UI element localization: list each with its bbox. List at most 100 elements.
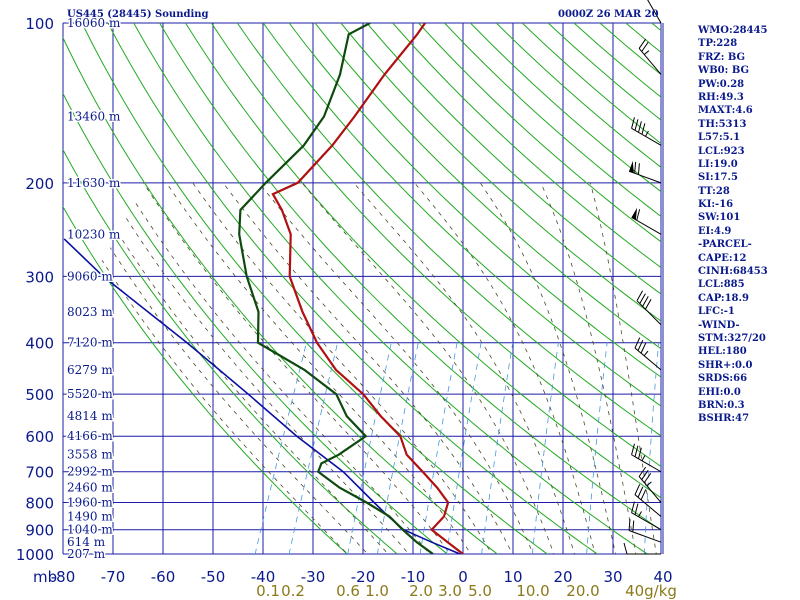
wind-barb-flag — [628, 519, 631, 531]
height-label: 10230 m — [67, 227, 121, 241]
wind-barb-flag — [634, 484, 641, 495]
valid-time: 0000Z 26 MAR 20 — [558, 9, 659, 20]
dry-adiabat — [133, 23, 649, 554]
index-item: RH:49.3 — [698, 91, 744, 103]
index-item: SW:101 — [698, 212, 741, 224]
mixing-ratio-axis: 0.1 0.2 0.6 1.0 2.0 3.0 5.0 10.0 20.0 40g/kg — [256, 582, 677, 600]
index-item: L57:5.1 — [698, 132, 741, 144]
index-item: CAP:18.9 — [698, 292, 749, 304]
wind-barb-flag — [636, 290, 644, 301]
wind-barb-flag — [623, 542, 628, 555]
mixing-ratio-line — [481, 342, 514, 554]
wind-barb-flag — [634, 503, 639, 515]
index-item: SRDS:66 — [698, 373, 748, 385]
index-item: LFC:-1 — [698, 306, 735, 318]
pressure-tick-label: 700 — [25, 464, 54, 482]
height-label: 4166 m — [67, 429, 113, 443]
index-item: EI:4.9 — [698, 225, 732, 237]
wind-barb-flag — [641, 123, 646, 135]
wind-barb-half-flag — [644, 130, 649, 137]
index-item: LI:19.0 — [698, 158, 738, 170]
index-item: TT:28 — [698, 185, 730, 197]
dry-adiabat — [107, 23, 599, 554]
height-label: 5520 m — [67, 387, 113, 401]
wind-barb-flag — [637, 340, 644, 351]
temperature-tick-label: -30 — [301, 568, 326, 586]
moist-adiabat — [133, 199, 430, 554]
wind-barb-half-flag — [641, 455, 646, 461]
mixing-ratio-line — [643, 342, 660, 554]
mixing-ratio-line — [419, 342, 458, 554]
index-item: -WIND- — [698, 319, 740, 331]
mixing-ratio-label: 3.0 — [438, 582, 462, 600]
temperature-tick-label: 30 — [603, 568, 622, 586]
mixing-ratio-label: 1.0 — [365, 582, 389, 600]
wind-barb-shaft — [631, 216, 662, 235]
height-label: 2992 m — [67, 465, 113, 479]
index-item: CAPE:12 — [698, 252, 747, 264]
index-item: STM:327/20 — [698, 332, 766, 344]
pressure-tick-label: 800 — [25, 495, 54, 513]
dry-adiabat — [262, 23, 661, 407]
mixing-ratio-label: 40g/kg — [625, 582, 677, 600]
wind-barb-half-flag — [643, 50, 650, 55]
wind-barb-flag — [637, 486, 644, 498]
wind-barb-flag — [637, 447, 642, 459]
mixing-ratio-label: 0.2 — [281, 582, 305, 600]
mixing-ratio-line — [586, 342, 608, 554]
index-item: EHI:0.0 — [698, 386, 741, 398]
index-item: HEL:180 — [698, 346, 747, 358]
mixing-ratio-line — [347, 342, 392, 554]
index-item: WMO:28445 — [698, 25, 768, 36]
mixing-ratio-line — [254, 342, 307, 554]
height-label: 13460 m — [67, 110, 121, 124]
mixing-ratio-line — [288, 342, 338, 554]
wind-barb-half-flag — [646, 481, 652, 487]
moist-adiabat — [192, 182, 493, 554]
dry-adiabat — [366, 23, 661, 295]
height-label: 16060 m — [67, 16, 121, 30]
pressure-tick-label: 300 — [25, 268, 54, 286]
moist-adiabat — [143, 182, 451, 554]
index-item: BRN:0.3 — [698, 399, 745, 411]
dry-adiabat — [63, 205, 349, 554]
mixing-ratio-line — [531, 342, 559, 554]
wind-barb-half-flag — [638, 511, 642, 517]
axis-unit-label: mb — [33, 568, 57, 586]
moist-adiabats — [101, 182, 657, 554]
wind-barb-shaft — [634, 494, 662, 517]
wind-barb-flag — [636, 209, 641, 221]
height-label: 7120 m — [67, 336, 113, 350]
wind-barb-shaft — [631, 127, 662, 146]
temperature-tick-label: -70 — [101, 568, 126, 586]
dry-adiabat — [159, 23, 661, 531]
dry-adiabats — [63, 23, 661, 554]
height-label: 1040 m — [67, 523, 113, 537]
wind-barb-flag — [640, 342, 647, 354]
sounding-profiles — [63, 23, 464, 554]
pressure-tick-label: 900 — [25, 522, 54, 540]
dewpoint-trace — [238, 23, 434, 554]
wind-barb-pennant — [629, 160, 634, 173]
height-label: 3558 m — [67, 448, 113, 462]
mixing-ratio-line — [376, 342, 419, 554]
temperature-tick-label: 20 — [553, 568, 572, 586]
wind-barb-flag — [634, 337, 641, 349]
wind-barb-shaft — [638, 48, 662, 75]
wind-barbs — [623, 0, 662, 555]
index-item: LCL:885 — [698, 279, 745, 291]
height-label: 207 m — [67, 547, 106, 561]
index-item: PW:0.28 — [698, 78, 745, 90]
dry-adiabat — [314, 23, 661, 350]
mixing-ratio-label: 10.0 — [516, 582, 549, 600]
wind-barb-flag — [638, 38, 647, 49]
index-item: SHR+:0.0 — [698, 359, 753, 371]
index-item: -PARCEL- — [698, 239, 752, 251]
dry-adiabat — [210, 23, 661, 468]
index-item: MAXT:4.6 — [698, 105, 753, 117]
wind-barb-flag — [637, 121, 642, 133]
dry-adiabat — [63, 148, 399, 554]
moist-adiabat — [123, 214, 410, 554]
wind-barb-flag — [642, 296, 649, 307]
height-label: 9060 m — [67, 269, 113, 283]
